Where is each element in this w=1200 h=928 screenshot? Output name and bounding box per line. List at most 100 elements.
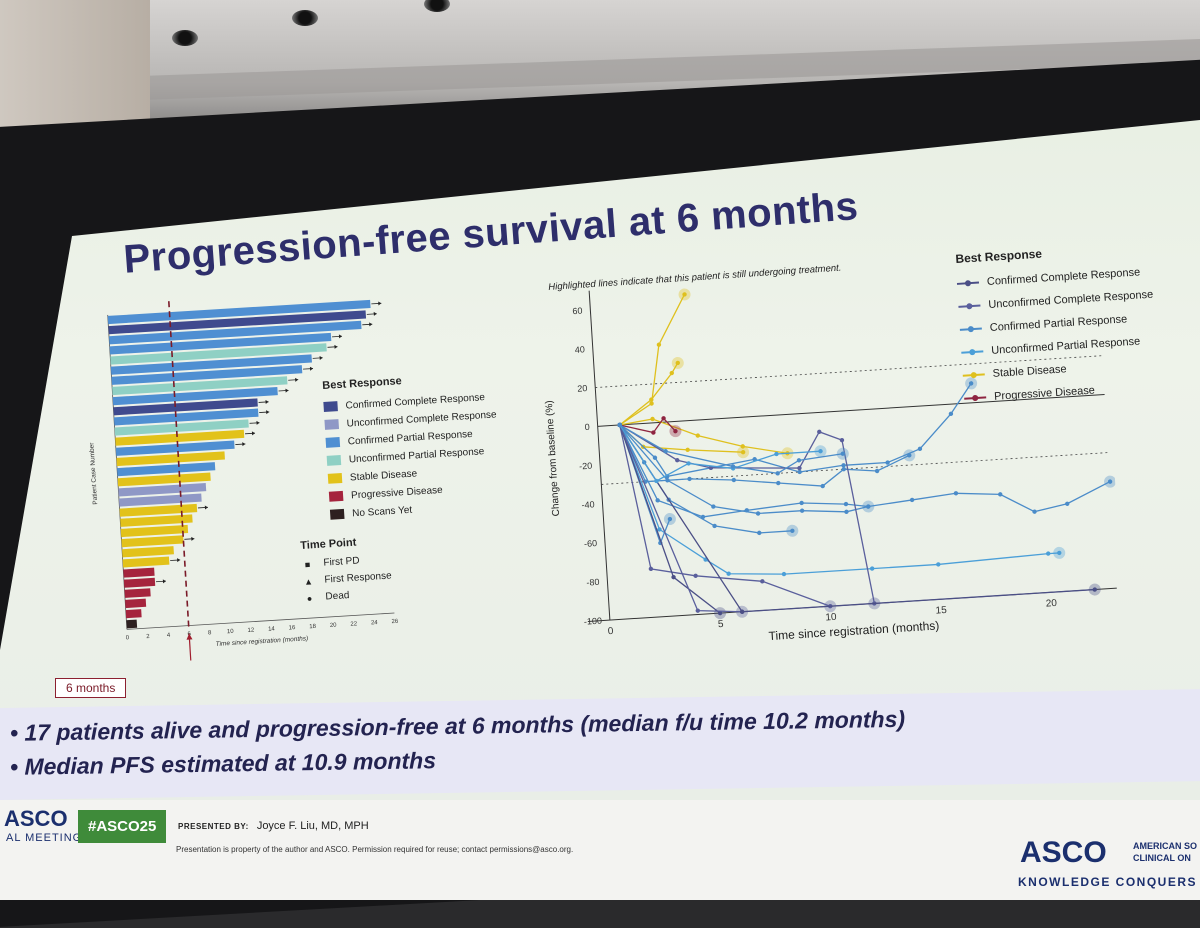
spider-zero-line xyxy=(597,393,1105,427)
spider-endpoint-halo xyxy=(1104,475,1117,488)
spider-endpoint-halo xyxy=(836,447,849,460)
swimmer-arrowhead xyxy=(369,322,373,327)
ceiling-light xyxy=(172,30,198,46)
spider-point xyxy=(686,461,691,466)
swimmer-arrowhead xyxy=(177,558,181,563)
presenter-name: Joyce F. Liu, MD, MPH xyxy=(256,820,369,832)
spider-point xyxy=(953,491,959,496)
swimmer-bar xyxy=(121,535,184,548)
spider-point xyxy=(712,523,717,529)
six-month-cutoff-line xyxy=(168,301,190,631)
spider-point xyxy=(755,511,761,516)
swimmer-bar xyxy=(113,408,259,426)
spider-point xyxy=(781,571,787,577)
timepoint-marker: ● xyxy=(306,592,313,604)
swimmer-bar xyxy=(120,524,189,538)
spider-point xyxy=(757,530,762,536)
spider-endpoint-halo xyxy=(786,524,799,537)
swimmer-bar xyxy=(112,387,278,406)
six-months-marker-label: 6 months xyxy=(55,678,127,698)
spider-point xyxy=(740,444,745,449)
swimmer-bar xyxy=(108,310,367,335)
spider-point xyxy=(1057,550,1062,556)
spider-point xyxy=(657,527,662,532)
spider-point xyxy=(869,566,875,571)
six-month-pointer-head xyxy=(186,633,193,640)
spider-point xyxy=(730,464,736,469)
legend-label: No Scans Yet xyxy=(351,504,413,519)
swimmer-arrowhead xyxy=(334,344,338,349)
asco-logo-right: ASCO xyxy=(1020,836,1107,869)
spider-y-tick: 0 xyxy=(584,422,590,432)
swimmer-bar xyxy=(107,299,371,325)
swimmer-bar xyxy=(120,514,193,527)
swimmer-bar xyxy=(110,343,327,365)
swimmer-x-tick: 22 xyxy=(350,621,358,627)
spider-point xyxy=(843,501,849,507)
spider-point xyxy=(1065,501,1070,506)
spider-point xyxy=(726,571,731,576)
swimmer-bar xyxy=(113,398,258,416)
swimmer-arrowhead xyxy=(378,301,382,306)
swimmer-arrowhead xyxy=(373,311,377,316)
spider-point xyxy=(948,411,954,417)
swimmer-bar xyxy=(108,320,362,345)
spider-point xyxy=(665,478,670,483)
spider-plot: 60 40 20 0 -20 -40 -60 -80 -100 0 5 10 15 20 Time sinc… xyxy=(544,288,1117,643)
asco-tagline: KNOWLEDGE CONQUERS C xyxy=(1018,875,1200,889)
spider-point xyxy=(1107,479,1113,484)
spider-x-axis-label: Time since registration (months) xyxy=(768,618,939,643)
spider-point xyxy=(687,476,692,482)
spider-y-tick: 60 xyxy=(572,306,583,317)
spider-y-tick: -60 xyxy=(584,538,598,549)
legend-swatch xyxy=(329,508,345,520)
spider-point xyxy=(717,610,723,616)
spider-x-tick: 15 xyxy=(935,605,947,617)
spider-series-line xyxy=(619,424,821,482)
spider-point xyxy=(799,508,805,513)
spider-point xyxy=(968,381,974,386)
swimmer-plot: 02468101214161820222426Time since regist… xyxy=(88,299,399,662)
spider-y-tick: 20 xyxy=(577,383,588,394)
legend-swatch xyxy=(326,455,342,466)
swimmer-x-tick: 0 xyxy=(126,635,130,641)
spider-point xyxy=(760,579,765,584)
spider-point xyxy=(650,416,655,422)
spider-series-line xyxy=(619,424,1095,613)
spider-point xyxy=(841,463,846,468)
swimmer-bar xyxy=(126,619,138,629)
spider-point xyxy=(998,492,1003,497)
timepoint-label: First Response xyxy=(324,570,392,586)
swimmer-bar xyxy=(125,609,142,619)
swimmer-bar xyxy=(116,451,225,467)
legend-swatch xyxy=(323,401,338,412)
timepoint-label: First PD xyxy=(323,555,360,569)
spider-endpoint-halo xyxy=(669,425,682,438)
spider-x-tick: 5 xyxy=(718,619,725,630)
spider-endpoint-halo xyxy=(1088,583,1101,596)
spider-point xyxy=(840,451,845,456)
spider-point xyxy=(617,422,622,428)
legend-line-swatch xyxy=(958,302,981,309)
spider-x-tick: 0 xyxy=(607,626,614,637)
spider-point xyxy=(885,460,890,465)
legend-swatch xyxy=(327,472,343,484)
spider-y-axis xyxy=(588,290,611,621)
spider-point xyxy=(693,573,698,578)
spider-endpoint-halo xyxy=(903,449,916,462)
asco-logo-left: ASCO xyxy=(4,806,68,831)
legend-swatch xyxy=(324,419,340,430)
swimmer-arrowhead xyxy=(251,431,256,436)
hashtag-badge: #ASCO25 xyxy=(78,810,167,843)
spider-point xyxy=(774,451,779,457)
spider-point xyxy=(797,465,802,471)
spider-point xyxy=(817,429,822,435)
spider-x-tick: 10 xyxy=(825,612,837,624)
spider-point xyxy=(651,430,656,435)
legend-label: Stable Disease xyxy=(349,467,418,483)
spider-point xyxy=(739,609,745,614)
swimmer-bar xyxy=(119,503,198,517)
swimmer-x-tick: 8 xyxy=(208,630,212,636)
swimmer-bar xyxy=(111,365,303,385)
